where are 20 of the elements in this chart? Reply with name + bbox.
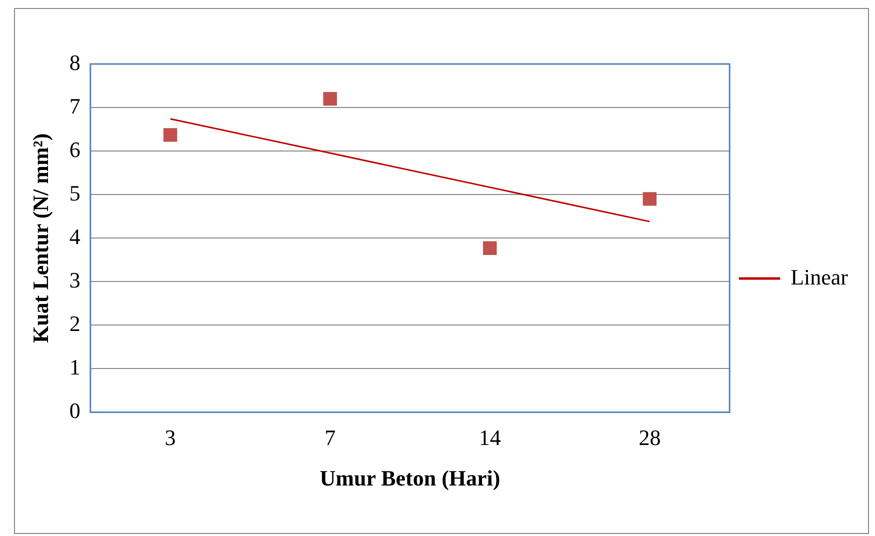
y-tick-label: 7 (69, 93, 80, 118)
y-tick-label: 1 (69, 354, 80, 380)
x-tick-label: 14 (478, 425, 501, 450)
x-axis-title: Umur Beton (Hari) (320, 465, 500, 490)
x-tick-label: 3 (164, 425, 176, 450)
point (483, 241, 497, 255)
point (163, 128, 178, 142)
point (323, 92, 337, 106)
x-tick-label: 7 (324, 425, 336, 450)
y-axis-title: Kuat Lentur (N/ mm²) (28, 133, 53, 343)
legend-label: Linear (790, 264, 849, 290)
y-tick-label: 4 (69, 224, 80, 249)
point (642, 192, 657, 206)
x-tick-label: 28 (638, 425, 661, 450)
y-tick-label: 2 (69, 310, 80, 336)
y-tick-label: 8 (69, 50, 80, 75)
y-tick-label: 5 (69, 180, 80, 206)
y-tick-label: 0 (69, 398, 80, 423)
y-tick-label: 3 (69, 267, 80, 292)
y-tick-label: 6 (69, 136, 80, 162)
